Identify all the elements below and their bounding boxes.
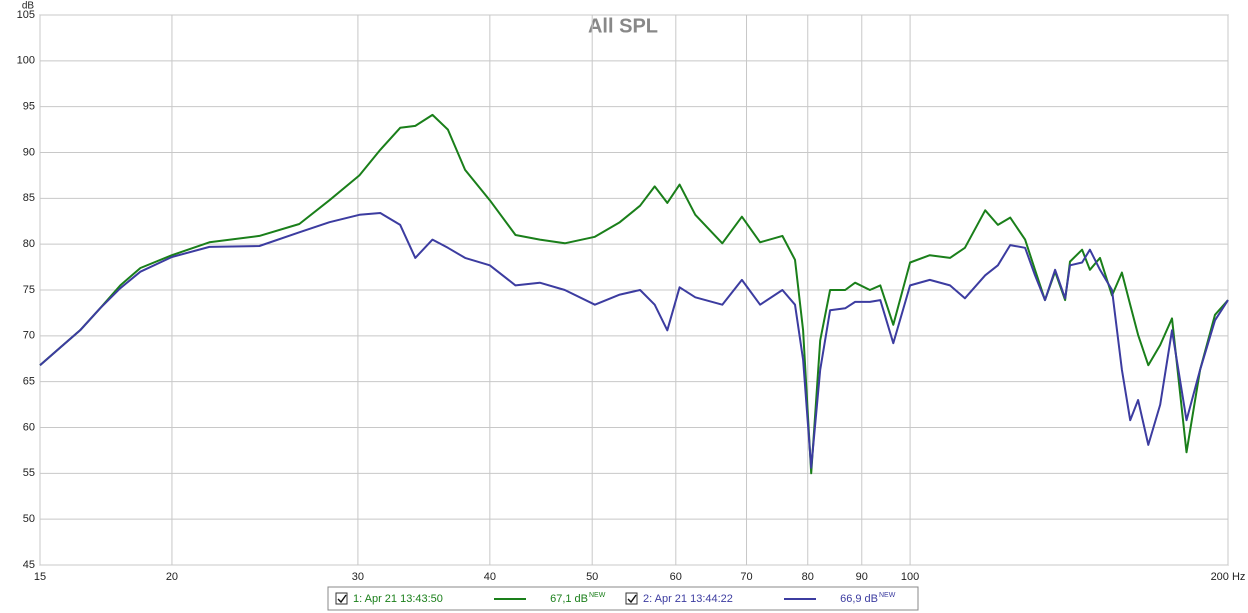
x-tick-label: 100 [901,571,919,583]
legend-label: 2: Apr 21 13:44:22 [643,593,733,605]
x-tick-label: 20 [166,571,178,583]
y-tick-label: 65 [23,376,35,388]
y-tick-label: 85 [23,192,35,204]
legend-readout-tag: NEW [589,592,606,599]
x-tick-label: 80 [802,571,814,583]
x-tick-label: 90 [856,571,868,583]
legend-checkbox [335,592,348,605]
y-tick-label: 50 [23,513,35,525]
y-tick-label: 45 [23,559,35,571]
y-unit: dB [22,1,35,12]
chart-title: All SPL [588,15,658,37]
series-line [39,212,1229,469]
y-tick-label: 95 [23,101,35,113]
y-tick-label: 60 [23,421,35,433]
x-tick-label: 40 [484,571,496,583]
legend-check [337,594,347,604]
legend [327,586,919,611]
y-tick-label: 55 [23,467,35,479]
y-tick-label: 100 [17,55,35,67]
y-tick-label: 80 [23,238,35,250]
legend-readout-tag: NEW [879,592,896,599]
x-tick-label: 60 [670,571,682,583]
legend-readout: 66,9 dB [840,593,878,605]
legend-checkbox [625,592,638,605]
x-tick-label: 70 [740,571,752,583]
x-tick-label: 50 [586,571,598,583]
x-tick-label: 15 [34,571,46,583]
x-tick-label: 200 Hz [1211,571,1246,583]
y-tick-label: 70 [23,330,35,342]
legend-readout: 67,1 dB [550,593,588,605]
x-tick-label: 30 [352,571,364,583]
y-tick-label: 90 [23,146,35,158]
legend-label: 1: Apr 21 13:43:50 [353,593,443,605]
y-tick-label: 105 [17,9,35,21]
legend-check [627,594,637,604]
y-tick-label: 75 [23,284,35,296]
